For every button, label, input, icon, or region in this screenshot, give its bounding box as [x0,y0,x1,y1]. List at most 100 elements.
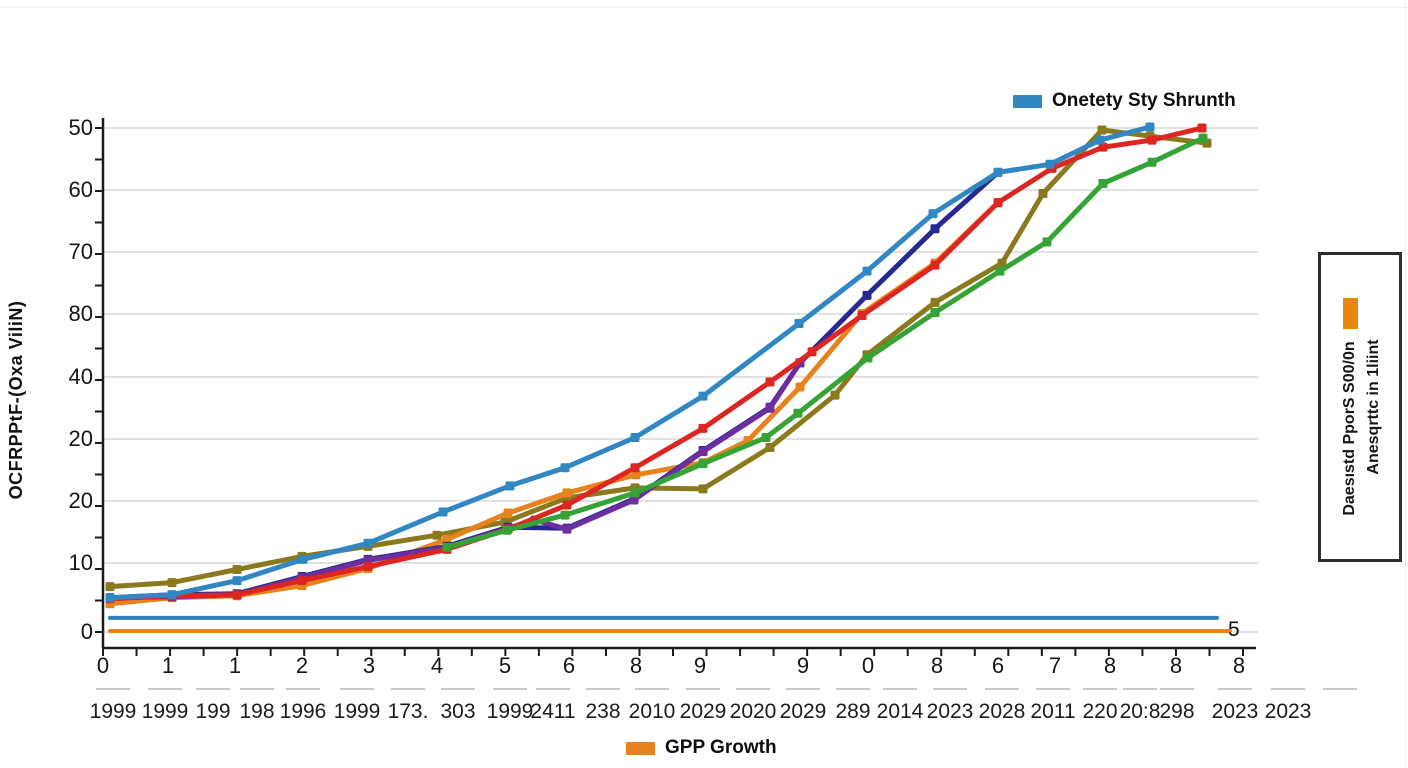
x-row2-dash [586,688,620,690]
side-legend-line-1: Daesıstd PporS S00/0n [1340,242,1360,572]
marker-green [560,510,570,520]
y-tick-label: 70 [68,239,93,264]
marker-red [930,260,940,270]
x-tick-label-row2: 2014 [876,700,924,723]
marker-onetety-sty-shrunth-blue [505,481,515,491]
x-tick-label-row1: 0 [861,653,875,678]
marker-olive [167,578,177,588]
series-green [444,135,1206,550]
y-tick-label: 20 [68,426,93,451]
marker-purple [562,524,572,534]
marker-onetety-sty-shrunth-blue [167,590,177,600]
legend-bottom: GPP Growth [626,737,777,759]
marker-green [793,408,803,418]
marker-onetety-sty-shrunth-blue [232,576,242,586]
marker-green [502,525,512,535]
marker-onetety-sty-shrunth-blue [363,538,373,548]
marker-gpp-growth-orange [795,382,805,392]
marker-green [761,432,771,442]
x-row2-dash [883,688,917,690]
marker-navy [862,290,872,300]
x-tick-label-row1: 8 [1232,653,1246,678]
side-legend-box [1318,252,1402,562]
marker-green [995,266,1005,276]
x-tick-label-row2: 1996 [279,700,327,723]
x-tick-label-row1: 8 [930,653,944,678]
marker-red [630,463,640,473]
top-border-artifact [0,7,1408,8]
x-row2-dash [1160,688,1194,690]
marker-red [698,423,708,433]
marker-red [857,310,867,320]
y-tick-label: 80 [68,301,93,326]
flat-line-end-label: 5 [1228,618,1240,641]
marker-olive [997,258,1007,268]
x-row2-dash [1036,688,1070,690]
marker-gpp-growth-orange [503,508,513,518]
marker-red [232,590,242,600]
x-tick-label-row2: 2020 [729,700,777,723]
marker-onetety-sty-shrunth-blue [1095,135,1105,145]
marker-purple [765,403,775,413]
marker-red [363,561,373,571]
y-axis-title: OCFRPPtF-(Oxa ViliN) [6,300,26,500]
x-tick-label-row2: 2029 [679,700,727,723]
legend-color-swatch [1013,94,1042,108]
legend-bottom-label: GPP Growth [665,737,777,758]
marker-olive [1038,189,1048,199]
x-row2-dash [148,688,182,690]
x-row2-dash [1271,688,1305,690]
x-tick-label-row2: 20:8 [1119,700,1161,723]
x-row2-dash [686,688,720,690]
x-tick-label-row2: 1999 [89,700,137,723]
legend-top: Onetety Sty Shrunth [1013,90,1236,112]
x-tick-label-row2: 2023 [926,700,974,723]
x-tick-label-row1: 9 [693,653,707,678]
x-row2-dash [1083,688,1117,690]
x-row2-dash [286,688,320,690]
x-row2-dash [836,688,870,690]
x-tick-label-row1: 9 [796,653,810,678]
marker-onetety-sty-shrunth-blue [560,463,570,473]
x-row2-dash [196,688,230,690]
x-tick-label-row2: 220 [1082,700,1118,723]
series-onetety-sty-shrunth-blue [107,124,1153,601]
x-tick-label-row2: 2023 [1211,700,1259,723]
side-legend-rotated-text: Daesıstd PporS S00/0n Anesqrttc in 1liin… [1324,242,1400,572]
marker-gpp-growth-orange [562,488,572,498]
x-tick-label-row2: 198 [239,700,275,723]
y-tick-label: 40 [68,364,93,389]
marker-green [1098,178,1108,188]
marker-red [1197,123,1207,133]
x-tick-label-row2: 2023 [1264,700,1312,723]
x-tick-label-row2: 173. [387,700,429,723]
marker-green [698,459,708,469]
marker-red [765,377,775,387]
marker-onetety-sty-shrunth-blue [862,266,872,276]
x-row2-dash [635,688,669,690]
x-tick-label-row2: 2411 [530,700,576,723]
marker-olive [432,530,442,540]
marker-olive [105,582,115,592]
x-tick-label-row1: 2 [295,653,309,678]
marker-onetety-sty-shrunth-blue [105,593,115,603]
x-row2-dash [441,688,475,690]
marker-olive [698,484,708,494]
x-row2-dash [1323,688,1357,690]
x-tick-label-row1: 8 [629,653,643,678]
marker-red [562,500,572,510]
marker-onetety-sty-shrunth-blue [1145,122,1155,132]
x-tick-label-row2: 289 [835,700,871,723]
x-tick-label-row1: 8 [1103,653,1117,678]
x-row2-dash [493,688,527,690]
x-row2-dash [391,688,425,690]
marker-onetety-sty-shrunth-blue [698,391,708,401]
marker-red [297,576,307,586]
x-tick-label-row1: 5 [498,653,512,678]
x-tick-label-row1: 3 [362,653,376,678]
marker-purple [698,447,708,457]
marker-gpp-growth-orange [631,470,641,480]
x-tick-label-row2: 1999 [333,700,381,723]
x-row2-dash [1218,688,1252,690]
right-border-artifact [1405,0,1406,768]
